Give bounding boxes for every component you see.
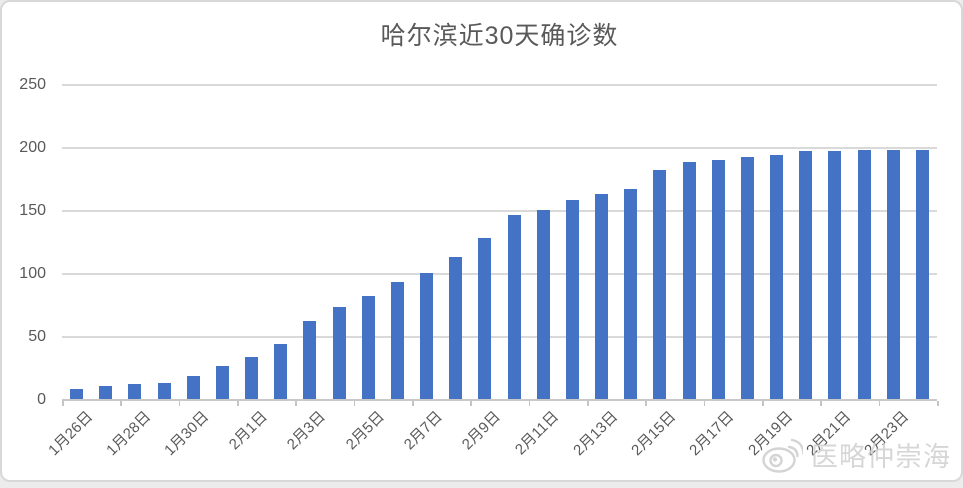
bar <box>99 386 113 399</box>
x-axis-tick <box>528 401 531 406</box>
y-axis-label: 200 <box>19 139 46 156</box>
bar <box>828 150 842 399</box>
bar <box>157 382 171 399</box>
gridline <box>62 147 937 149</box>
bar <box>682 162 696 399</box>
x-axis-label: 1月30日 <box>161 408 213 460</box>
y-axis-label: 0 <box>37 391 46 408</box>
x-axis-label: 1月26日 <box>44 408 96 460</box>
x-axis-tick <box>878 401 881 406</box>
x-axis-label: 2月7日 <box>400 408 446 454</box>
bar <box>274 343 288 399</box>
bar <box>886 149 900 399</box>
x-axis-tick <box>353 401 356 406</box>
bar <box>740 157 754 399</box>
x-axis-tick <box>587 401 589 406</box>
bar <box>186 376 200 399</box>
x-axis-label: 2月23日 <box>861 408 913 460</box>
bar <box>565 199 579 399</box>
x-axis-label: 2月3日 <box>284 408 330 454</box>
x-axis-tick <box>62 401 64 406</box>
x-axis-tick <box>178 401 181 406</box>
plot-area: 0 50 100 150 200 250 1月26日 1月28日 1月30日 2月1日 2月3日 2月… <box>2 2 961 480</box>
bar <box>390 281 404 399</box>
x-axis-label: 2月15日 <box>628 408 680 460</box>
bar <box>507 215 521 399</box>
x-axis-tick <box>237 401 239 406</box>
bar <box>332 307 346 399</box>
x-axis-tick <box>295 401 297 406</box>
bar <box>70 388 84 399</box>
x-axis-label: 2月19日 <box>744 408 796 460</box>
bar <box>624 188 638 399</box>
bar <box>245 357 259 399</box>
bar <box>857 149 871 399</box>
gridline <box>62 273 937 275</box>
x-axis-label: 2月9日 <box>459 408 505 454</box>
x-axis-label: 2月11日 <box>512 408 563 459</box>
x-axis-tick <box>645 401 647 406</box>
gridline <box>62 84 937 86</box>
gridline <box>62 336 937 338</box>
bar <box>128 383 142 399</box>
bar <box>215 366 229 399</box>
bar <box>799 150 813 399</box>
x-axis-label: 2月1日 <box>225 408 271 454</box>
x-axis-tick <box>762 401 764 406</box>
x-axis-label: 2月13日 <box>569 408 621 460</box>
x-axis-tick <box>470 401 472 406</box>
x-axis-tick <box>937 401 939 406</box>
x-axis-tick <box>703 401 706 406</box>
y-axis-label: 150 <box>19 202 46 219</box>
bar <box>536 210 550 399</box>
bar <box>595 193 609 399</box>
bar <box>711 159 725 399</box>
x-axis-tick <box>820 401 822 406</box>
chart-title: 哈尔滨近30天确诊数 <box>380 22 619 50</box>
bar <box>420 273 434 399</box>
gridline <box>62 210 937 212</box>
y-axis-label: 50 <box>28 328 46 345</box>
bar <box>770 154 784 399</box>
x-axis-tick <box>120 401 122 406</box>
bar <box>478 237 492 399</box>
bar <box>303 320 317 399</box>
bar <box>915 149 929 399</box>
x-axis-tick <box>412 401 414 406</box>
x-axis-label: 1月28日 <box>103 408 155 460</box>
x-axis-label: 2月5日 <box>342 408 388 454</box>
bar <box>449 256 463 399</box>
x-axis-label: 2月21日 <box>803 408 855 460</box>
y-axis-label: 250 <box>19 76 46 93</box>
y-axis-label: 100 <box>19 265 46 282</box>
bar <box>361 295 375 399</box>
x-axis-label: 2月17日 <box>686 408 738 460</box>
x-axis-line <box>62 399 937 401</box>
bar <box>653 169 667 399</box>
